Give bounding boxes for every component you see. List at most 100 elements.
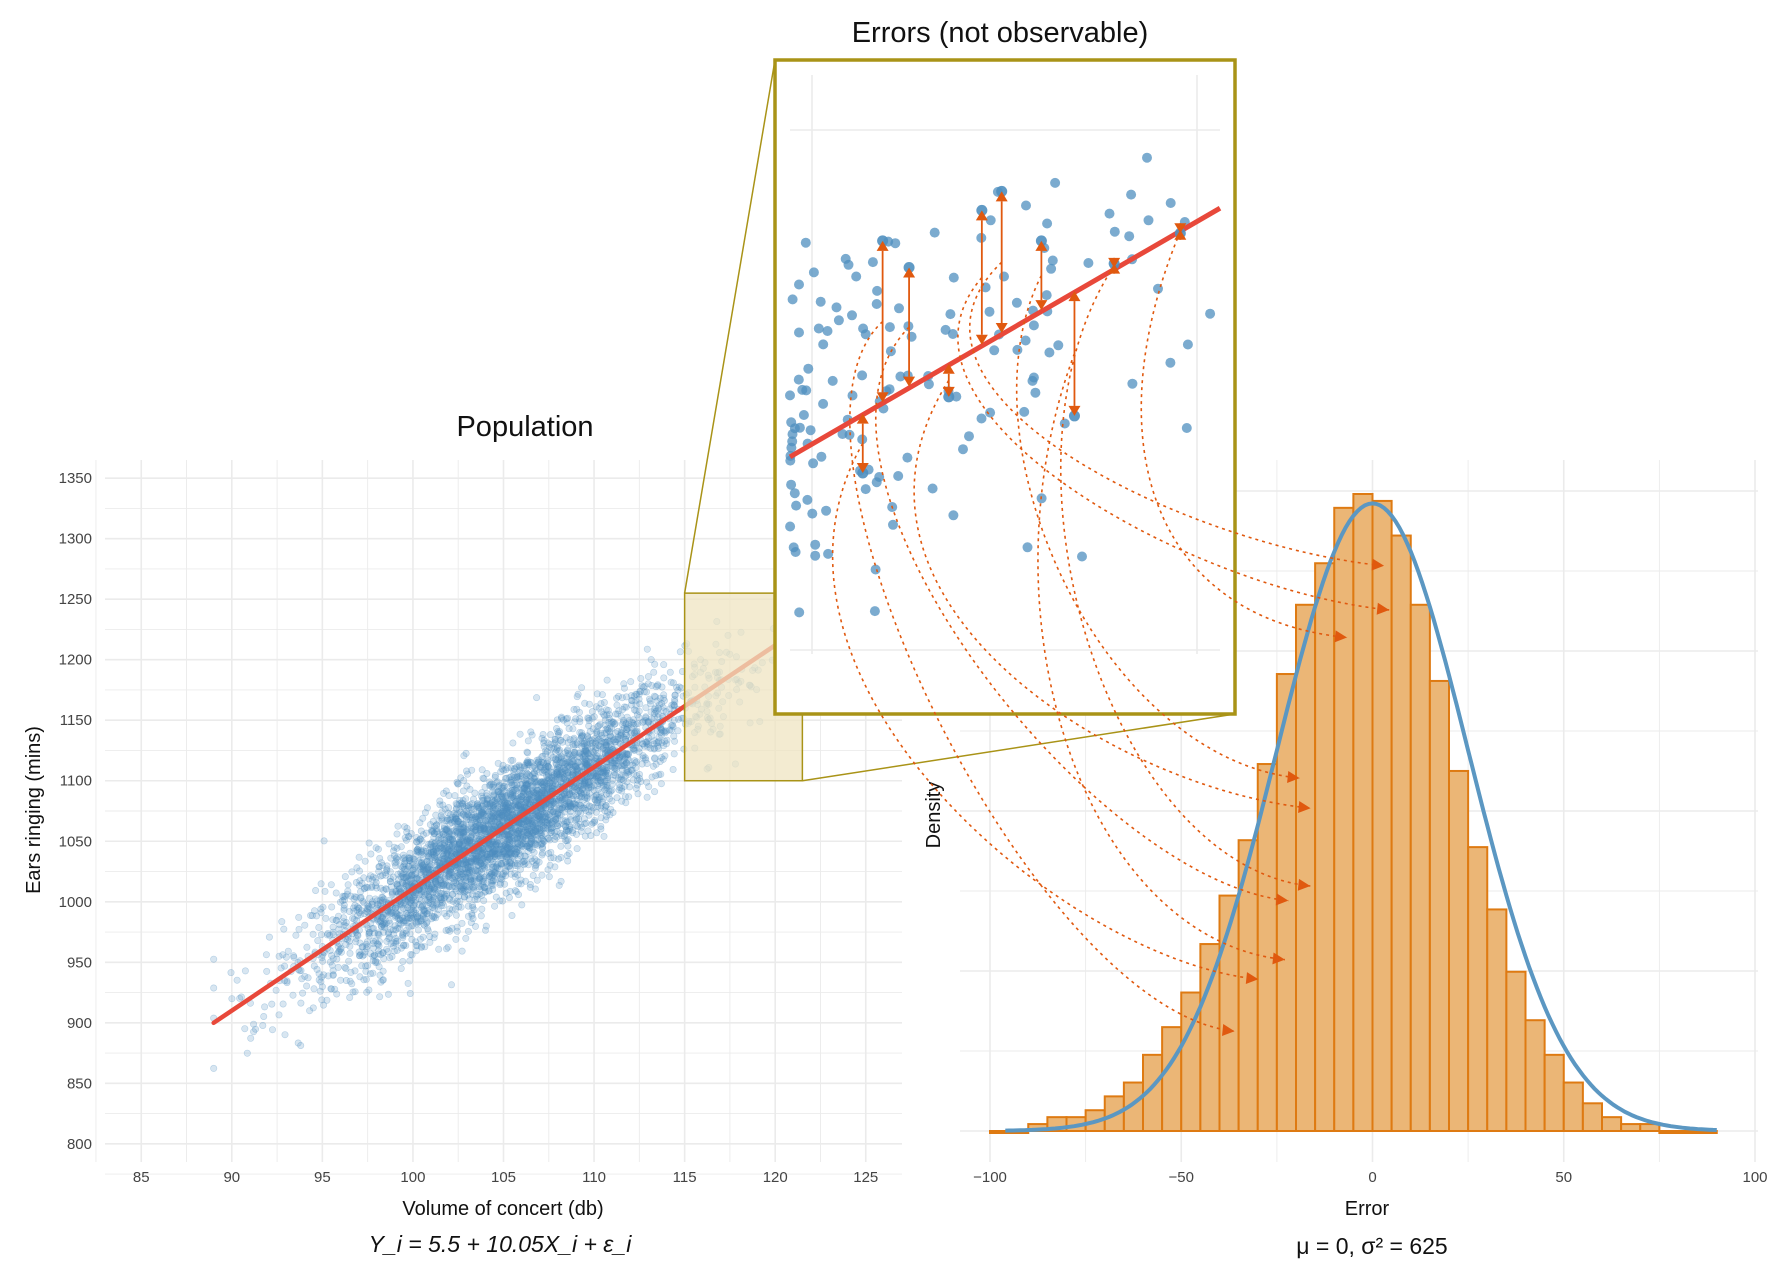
data-point <box>663 727 671 735</box>
data-point <box>1077 551 1087 562</box>
data-point <box>785 390 795 401</box>
data-point <box>355 904 363 912</box>
data-point <box>503 831 511 839</box>
data-point <box>596 768 604 776</box>
data-point <box>452 905 460 913</box>
data-point <box>375 963 383 971</box>
data-point <box>577 809 585 817</box>
data-point <box>512 797 520 805</box>
data-point <box>537 811 545 819</box>
data-point <box>488 863 496 871</box>
data-point <box>525 771 533 779</box>
data-point <box>373 940 381 948</box>
data-point <box>452 911 460 919</box>
data-point <box>278 918 286 926</box>
data-point <box>394 924 402 932</box>
data-point <box>598 691 606 699</box>
data-point <box>289 991 297 999</box>
data-point <box>562 715 570 723</box>
data-point <box>409 861 417 869</box>
data-point <box>482 852 490 860</box>
data-point <box>435 856 443 864</box>
data-point <box>577 793 585 801</box>
data-point <box>463 864 471 872</box>
data-point <box>871 299 882 309</box>
data-point <box>317 978 325 986</box>
data-point <box>517 819 525 827</box>
data-point <box>426 938 434 946</box>
data-point <box>619 705 627 713</box>
data-point <box>516 805 524 813</box>
errors-zoom-background <box>775 60 1235 714</box>
data-point <box>447 852 455 860</box>
data-point <box>475 812 483 820</box>
data-point <box>447 981 455 989</box>
data-point <box>508 827 516 835</box>
data-point <box>301 921 309 929</box>
data-point <box>328 952 336 960</box>
data-point <box>478 905 486 913</box>
data-point <box>453 923 461 931</box>
data-point <box>428 853 436 861</box>
data-point <box>514 891 522 899</box>
data-point <box>476 826 484 834</box>
data-point <box>948 272 959 283</box>
data-point <box>481 805 489 813</box>
data-point <box>444 809 452 817</box>
data-point <box>454 869 462 877</box>
data-point <box>597 789 605 797</box>
data-point <box>459 799 467 807</box>
histogram-bar <box>1314 562 1336 1132</box>
data-point <box>1047 255 1058 266</box>
y-tick-label: 900 <box>67 1015 92 1032</box>
data-point <box>985 407 996 418</box>
data-point <box>464 927 472 935</box>
data-point <box>483 796 491 804</box>
data-point <box>571 718 579 726</box>
population-x-tick-labels: 85 90 95 100 105 110 115 120 125 <box>133 1169 878 1186</box>
x-tick-label: 90 <box>223 1169 240 1186</box>
data-point <box>407 911 415 919</box>
data-point <box>375 931 383 939</box>
data-point <box>369 937 377 945</box>
data-point <box>621 782 629 790</box>
data-point <box>250 1028 258 1036</box>
data-point <box>660 674 668 682</box>
data-point <box>429 848 437 856</box>
data-point <box>1046 263 1057 274</box>
data-point <box>580 781 588 789</box>
x-tick-label: 120 <box>763 1169 788 1186</box>
data-point <box>589 725 597 733</box>
data-point <box>236 994 244 1002</box>
data-point <box>463 810 471 818</box>
histogram-bar <box>1562 1081 1584 1132</box>
data-point <box>523 786 531 794</box>
data-point <box>471 789 479 797</box>
data-point <box>617 771 625 779</box>
data-point <box>530 848 538 856</box>
data-point <box>320 971 328 979</box>
data-point <box>505 835 513 843</box>
data-point <box>581 795 589 803</box>
data-point <box>557 842 565 850</box>
x-tick-label: 95 <box>314 1169 331 1186</box>
data-point <box>430 829 438 837</box>
data-point <box>332 889 340 897</box>
data-point <box>487 856 495 864</box>
data-point <box>399 899 407 907</box>
data-point <box>483 789 491 797</box>
histogram-bar <box>1428 679 1450 1133</box>
data-point <box>531 777 539 785</box>
data-point <box>404 979 412 987</box>
histogram-x-axis-label: Error <box>1345 1198 1390 1220</box>
data-point <box>344 881 352 889</box>
data-point <box>491 855 499 863</box>
data-point <box>292 931 300 939</box>
data-point <box>1022 542 1033 553</box>
data-point <box>534 780 542 788</box>
data-point <box>471 814 479 822</box>
data-point <box>393 856 401 864</box>
data-point <box>493 795 501 803</box>
data-point <box>412 947 420 955</box>
data-point <box>420 906 428 914</box>
